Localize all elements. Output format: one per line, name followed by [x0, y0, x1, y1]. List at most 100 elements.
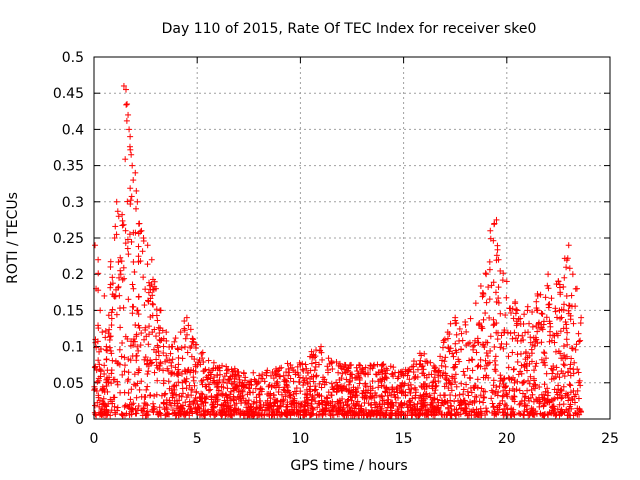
data-point [521, 311, 528, 318]
data-point [148, 281, 155, 288]
data-point [123, 117, 130, 124]
data-point [564, 329, 571, 336]
data-point [466, 357, 473, 364]
data-point [122, 402, 129, 409]
data-point [376, 401, 383, 408]
data-point [304, 392, 311, 399]
data-point [514, 307, 521, 314]
data-point [431, 395, 438, 402]
data-point [325, 355, 332, 362]
data-point [227, 375, 234, 382]
data-point [467, 315, 474, 322]
data-point [398, 409, 405, 416]
data-point [527, 373, 534, 380]
data-point [145, 341, 152, 348]
data-point [379, 361, 386, 368]
data-point [205, 357, 212, 364]
data-point [554, 406, 561, 413]
data-point [402, 389, 409, 396]
data-point [448, 387, 455, 394]
data-point [182, 399, 189, 406]
data-point [502, 312, 509, 319]
data-point [128, 406, 135, 413]
y-tick-label: 0 [75, 412, 84, 428]
data-point [410, 358, 417, 365]
data-point [111, 235, 118, 241]
data-point [577, 320, 584, 327]
data-point [439, 399, 446, 406]
data-points [91, 82, 585, 419]
data-point [154, 317, 161, 324]
data-point [512, 310, 519, 317]
data-point [300, 382, 307, 389]
data-point [288, 406, 295, 413]
data-point [548, 295, 555, 302]
data-point [220, 377, 227, 384]
data-point [289, 364, 296, 371]
data-point [192, 361, 199, 368]
data-point [253, 406, 260, 413]
data-point [267, 372, 274, 379]
data-point [361, 399, 368, 406]
data-point [453, 349, 460, 356]
data-point [491, 412, 498, 419]
data-point [284, 403, 291, 410]
data-point [160, 400, 167, 407]
data-point [447, 392, 454, 399]
data-point [207, 386, 214, 393]
data-point [121, 368, 128, 375]
data-point [438, 362, 445, 369]
data-point [155, 324, 162, 331]
data-point [101, 362, 108, 369]
data-point [297, 361, 304, 368]
data-point [230, 393, 237, 400]
data-point [109, 306, 116, 313]
data-point [362, 371, 369, 378]
data-point [325, 389, 332, 396]
data-point [252, 385, 259, 392]
data-point [141, 394, 148, 401]
data-point [371, 399, 378, 406]
data-point [155, 411, 162, 418]
data-point [367, 402, 374, 409]
data-point [456, 358, 463, 365]
data-point [495, 295, 502, 302]
data-point [108, 407, 115, 414]
data-point [333, 358, 340, 365]
data-point [225, 408, 232, 415]
data-point [114, 381, 121, 388]
data-point [135, 243, 142, 250]
data-point [198, 398, 205, 405]
data-point [141, 400, 148, 407]
data-point [291, 410, 298, 417]
data-point [151, 393, 158, 400]
data-point [448, 411, 455, 418]
data-point [227, 388, 234, 395]
tick-labels: 0 5 10 15 20 25 0 0.05 0.1 0.15 0.2 0.25 0.3 0.35 0.4 0… [53, 50, 619, 447]
data-point [538, 324, 545, 331]
data-point [548, 337, 555, 344]
data-point [563, 336, 570, 343]
data-point [575, 330, 582, 337]
data-point [310, 351, 317, 358]
data-point [295, 412, 302, 419]
data-point [116, 346, 123, 353]
data-point [468, 389, 475, 396]
data-point [421, 386, 428, 393]
data-point [475, 411, 482, 418]
data-point [262, 406, 269, 413]
data-point [119, 222, 126, 229]
data-point [406, 376, 413, 383]
data-point [462, 321, 469, 328]
data-point [550, 403, 557, 410]
data-point [199, 349, 206, 356]
data-point [214, 365, 221, 372]
data-point [319, 412, 326, 419]
data-point [214, 372, 221, 379]
data-point [471, 382, 478, 389]
data-point [483, 349, 490, 356]
data-point [502, 383, 509, 390]
data-point [322, 398, 329, 405]
data-point [520, 379, 527, 386]
data-point [168, 402, 175, 409]
